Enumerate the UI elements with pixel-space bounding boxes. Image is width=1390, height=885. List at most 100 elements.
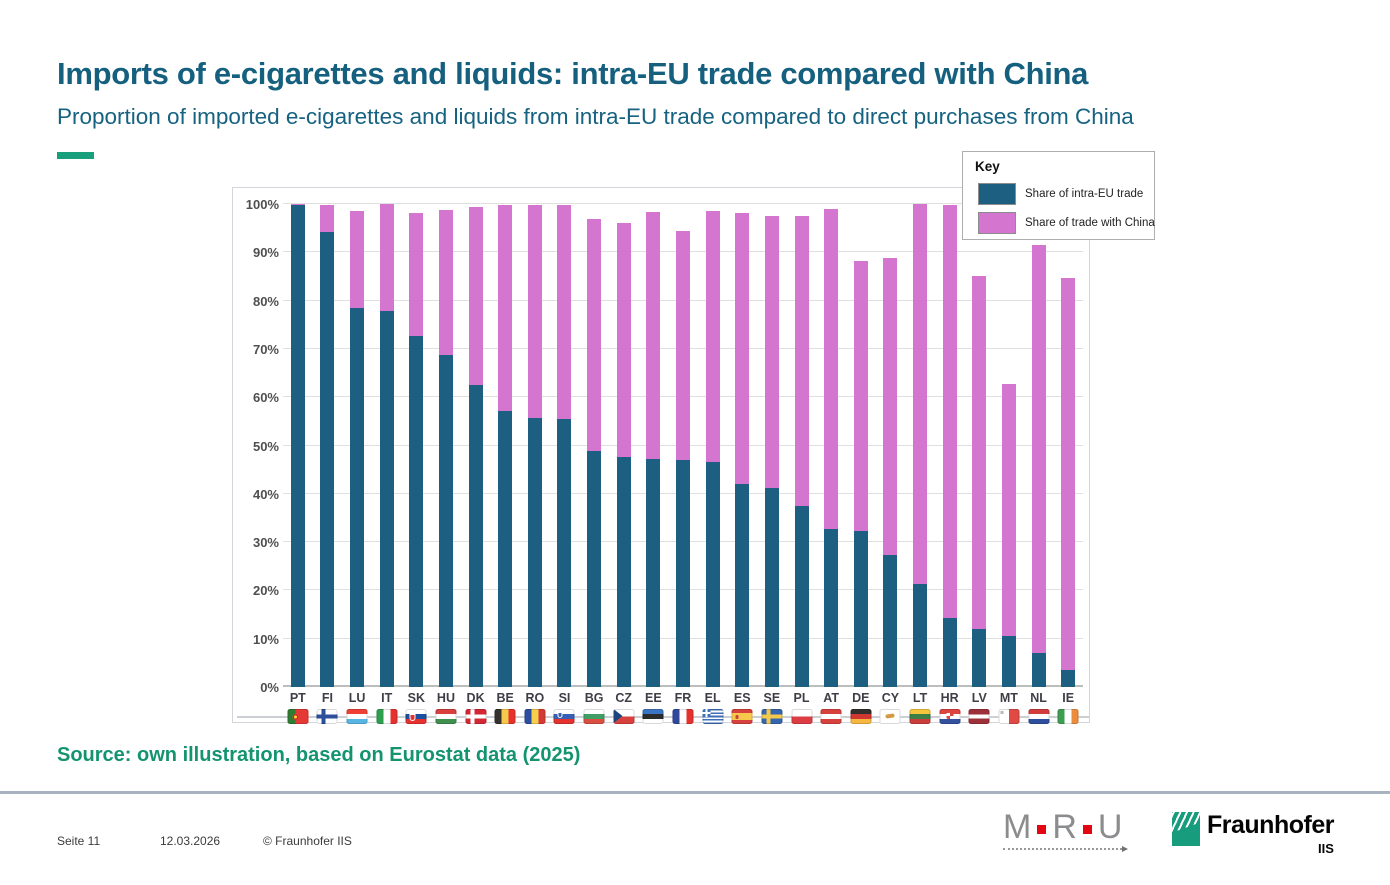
bar-pl-intra-eu xyxy=(794,505,809,687)
bar-ie-china xyxy=(1061,278,1076,671)
bar-pt-china xyxy=(290,204,305,206)
x-tick-label: CY xyxy=(881,691,900,705)
flag-be-icon xyxy=(494,709,516,724)
flag-sk-icon xyxy=(405,709,427,724)
bar-be-china xyxy=(498,205,513,411)
y-tick-label: 90% xyxy=(252,245,279,261)
x-tick-label: PL xyxy=(793,691,810,705)
bar-at-china xyxy=(824,209,839,530)
x-tick-label: EL xyxy=(704,691,721,705)
x-tick-label: AT xyxy=(823,691,840,705)
bar-bg-intra-eu xyxy=(587,451,602,687)
mru-letter-u: U xyxy=(1097,808,1123,846)
bar-fi-intra-eu xyxy=(320,232,335,687)
legend-item-intra-eu: Share of intra-EU trade xyxy=(978,183,1143,205)
bar-es-china xyxy=(735,212,750,485)
bar-ee-china xyxy=(646,211,661,459)
bar-be-intra-eu xyxy=(498,410,513,687)
flag-lu-icon xyxy=(346,709,368,724)
flag-se-icon xyxy=(761,709,783,724)
flag-lt-icon xyxy=(909,709,931,724)
mru-letter-r: R xyxy=(1052,808,1077,846)
intra-eu-swatch-icon xyxy=(978,183,1016,205)
x-tick-label: NL xyxy=(1030,691,1047,705)
x-tick-label: LV xyxy=(971,691,987,705)
x-tick-label: LT xyxy=(912,691,928,705)
x-axis-labels: PT FI LU IT SK HU DK BE RO SI BG CZ EE FR EL ES SE PL AT DE… xyxy=(283,691,1083,707)
y-tick-label: 20% xyxy=(252,583,279,599)
legend-item-label: Share of trade with China xyxy=(1025,217,1155,229)
chart-legend: Key Share of intra-EU trade Share of tra… xyxy=(962,151,1155,240)
mru-dot-icon xyxy=(1037,824,1047,834)
flag-bg-icon xyxy=(583,709,605,724)
x-tick-label: FI xyxy=(321,691,333,705)
y-tick-label: 80% xyxy=(252,293,279,309)
x-tick-label: IT xyxy=(381,691,393,705)
flag-nl-icon xyxy=(1028,709,1050,724)
bar-hu-china xyxy=(438,209,453,355)
source-line: Source: own illustration, based on Euros… xyxy=(57,744,581,766)
flag-es-icon xyxy=(731,709,753,724)
bar-ee-intra-eu xyxy=(646,458,661,687)
bar-ie-intra-eu xyxy=(1061,670,1076,687)
bar-fr-china xyxy=(676,231,690,460)
flag-fr-icon xyxy=(672,709,694,724)
bar-lu-china xyxy=(350,211,365,308)
x-tick-label: CZ xyxy=(615,691,633,705)
legend-item-label: Share of intra-EU trade xyxy=(1025,188,1144,200)
bar-it-intra-eu xyxy=(379,311,394,687)
bar-lu-intra-eu xyxy=(350,307,365,687)
bar-at-intra-eu xyxy=(824,529,839,687)
x-tick-label: SE xyxy=(763,691,781,705)
legend-item-china: Share of trade with China xyxy=(978,212,1155,234)
bar-lt-intra-eu xyxy=(913,583,928,687)
bar-ro-intra-eu xyxy=(527,417,542,687)
x-tick-label: FR xyxy=(674,691,692,705)
fraunhofer-name: Fraunhofer xyxy=(1207,811,1334,839)
bar-ro-china xyxy=(527,204,542,418)
bar-lt-china xyxy=(913,204,928,584)
bar-nl-intra-eu xyxy=(1031,653,1046,687)
y-tick-label: 0% xyxy=(260,680,279,695)
bar-bg-china xyxy=(587,219,602,452)
x-tick-label: SI xyxy=(558,691,571,705)
bar-fi-china xyxy=(320,205,335,233)
flag-ee-icon xyxy=(642,709,664,724)
y-tick-label: 10% xyxy=(252,631,279,647)
bar-cz-china xyxy=(616,222,631,457)
x-tick-label: BE xyxy=(496,691,514,705)
flag-lv-icon xyxy=(968,709,990,724)
bar-de-intra-eu xyxy=(853,531,868,687)
bar-hu-intra-eu xyxy=(438,354,453,687)
flag-ie-icon xyxy=(1057,709,1079,724)
x-tick-label: LU xyxy=(348,691,366,705)
flag-pl-icon xyxy=(791,709,813,724)
bar-sk-china xyxy=(409,212,424,336)
bar-si-china xyxy=(557,204,572,419)
bar-se-intra-eu xyxy=(764,488,779,687)
fraunhofer-division: IIS xyxy=(1318,840,1334,856)
flag-el-icon xyxy=(702,709,724,724)
x-tick-label: MT xyxy=(999,691,1018,705)
bar-mt-china xyxy=(1001,383,1016,637)
plot-area: 0% 10% 20% 30% 40% 50% 60% 70% 80% 90% 100% xyxy=(246,197,1083,695)
mru-arrow-line-icon xyxy=(1003,846,1129,852)
flag-hu-icon xyxy=(435,709,457,724)
flag-de-icon xyxy=(850,709,872,724)
bar-sk-intra-eu xyxy=(409,335,424,687)
x-tick-label: DE xyxy=(852,691,870,705)
bar-dk-intra-eu xyxy=(468,385,483,687)
bar-nl-china xyxy=(1031,245,1046,654)
bar-hr-china xyxy=(942,204,957,619)
footer-date: 12.03.2026 xyxy=(160,834,221,848)
bar-dk-china xyxy=(468,206,483,386)
bar-hr-intra-eu xyxy=(942,618,957,687)
page-subtitle: Proportion of imported e-cigarettes and … xyxy=(57,104,1134,129)
flag-si-icon xyxy=(553,709,575,724)
bar-es-intra-eu xyxy=(735,484,750,687)
china-swatch-icon xyxy=(978,212,1016,234)
x-tick-label: ES xyxy=(733,691,751,705)
mru-logo: M R U xyxy=(1003,808,1129,852)
x-tick-label: IE xyxy=(1062,691,1075,705)
bar-fr-intra-eu xyxy=(676,459,690,687)
